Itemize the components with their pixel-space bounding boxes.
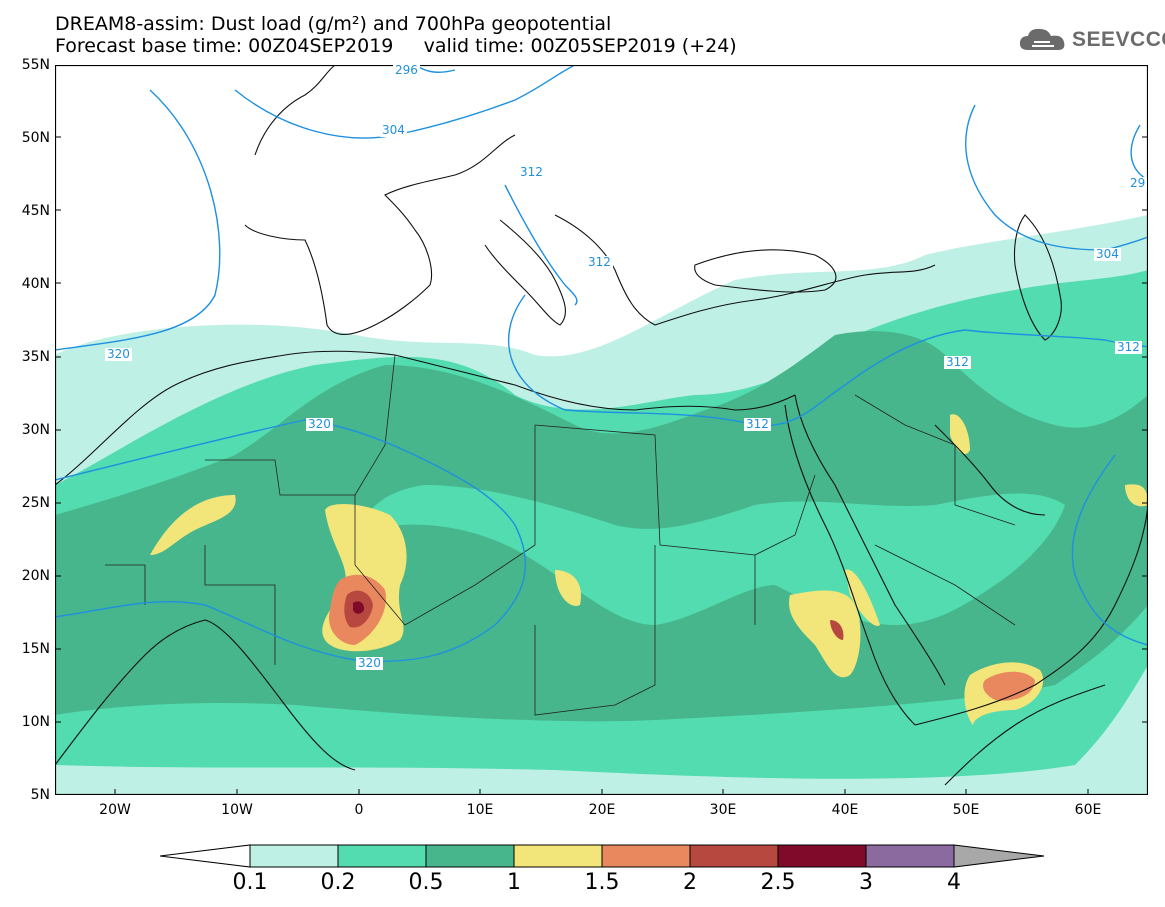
lat-label: 15N: [21, 641, 50, 657]
lon-label: 60E: [1074, 802, 1102, 818]
legend-level-label: 1: [507, 870, 521, 895]
contour-label: 29: [1128, 176, 1148, 190]
contour-label: 312: [586, 255, 613, 269]
contour-label: 320: [306, 417, 333, 431]
legend-swatch: [865, 844, 955, 868]
lat-label: 50N: [21, 130, 50, 146]
contour-label: 320: [356, 656, 383, 670]
dust-patch-arabia-core: [983, 671, 1035, 701]
logo-text: SEEVCCC: [1072, 28, 1165, 51]
legend-level-label: 3: [859, 870, 873, 895]
legend-swatch: [689, 844, 779, 868]
color-legend: [160, 844, 1045, 868]
geopotential-contours: [55, 65, 1148, 662]
lat-label: 55N: [21, 57, 50, 73]
lon-label: 30E: [709, 802, 737, 818]
dust-patch-core-3: [353, 601, 365, 614]
dust-patch-3: [789, 590, 861, 678]
legend-swatch: [337, 844, 427, 868]
legend-swatch: [425, 844, 515, 868]
legend-swatch: [249, 844, 339, 868]
contour-label: 312: [944, 355, 971, 369]
lat-label: 35N: [21, 349, 50, 365]
dust-patch-7: [555, 570, 581, 606]
lon-label: 50E: [952, 802, 980, 818]
lat-label: 30N: [21, 422, 50, 438]
legend-swatch: [777, 844, 867, 868]
dust-patch-5: [950, 414, 970, 455]
legend-swatch-below: [160, 844, 251, 868]
lon-label: 10W: [221, 802, 253, 818]
contour-label: 296: [393, 63, 420, 77]
legend-level-label: 2.5: [760, 870, 796, 895]
lat-label: 5N: [30, 787, 50, 803]
dust-patch-ethiopia: [830, 620, 844, 640]
map-title: DREAM8-assim: Dust load (g/m²) and 700hP…: [55, 13, 612, 35]
legend-level-label: 0.5: [408, 870, 444, 895]
cloud-icon: [1019, 28, 1065, 50]
lat-label: 10N: [21, 714, 50, 730]
legend-level-label: 0.2: [320, 870, 356, 895]
contour-label: 312: [1115, 340, 1142, 354]
lat-label: 25N: [21, 495, 50, 511]
forecast-times: Forecast base time: 00Z04SEP2019 valid t…: [55, 35, 737, 57]
lon-label: 0: [354, 802, 364, 818]
contour-label: 312: [518, 165, 545, 179]
borders: [105, 354, 1016, 716]
lat-label: 40N: [21, 276, 50, 292]
legend-level-label: 4: [947, 870, 961, 895]
legend-swatch-above: [953, 844, 1045, 868]
contour-label: 312: [744, 417, 771, 431]
legend-level-label: 2: [683, 870, 697, 895]
dust-patch-6: [845, 569, 880, 626]
lat-label: 45N: [21, 203, 50, 219]
lon-label: 20E: [588, 802, 616, 818]
contour-label: 304: [1094, 247, 1121, 261]
lon-label: 20W: [99, 802, 131, 818]
lon-label: 10E: [466, 802, 494, 818]
lon-label: 40E: [831, 802, 859, 818]
legend-swatch: [601, 844, 691, 868]
legend-swatch: [513, 844, 603, 868]
contour-label: 304: [380, 123, 407, 137]
dust-patch-2: [150, 495, 236, 555]
tick-marks: [55, 136, 1148, 795]
legend-level-label: 1.5: [584, 870, 620, 895]
coastlines: [55, 65, 1148, 786]
dust-map: [55, 65, 1148, 795]
dust-patch-8: [1125, 484, 1148, 507]
legend-level-label: 0.1: [232, 870, 268, 895]
logo: SEEVCCC: [1018, 26, 1165, 54]
lat-label: 20N: [21, 568, 50, 584]
contour-label: 320: [105, 347, 132, 361]
